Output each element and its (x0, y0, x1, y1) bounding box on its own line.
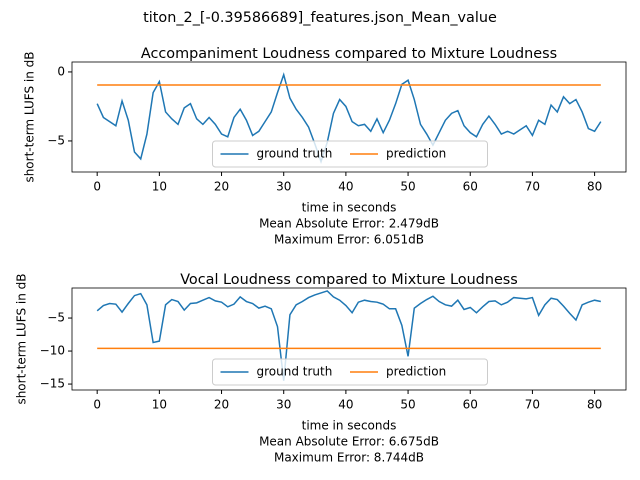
x-tick-label: 80 (587, 398, 602, 412)
x-tick-label: 70 (525, 180, 540, 194)
x-tick-label: 40 (338, 180, 353, 194)
legend-label: ground truth (257, 365, 333, 379)
axes-frame (71, 61, 627, 173)
axes-title: Accompaniment Loudness compared to Mixtu… (141, 46, 557, 62)
y-tick-label: −5 (47, 133, 65, 147)
x-tick-label: 50 (400, 398, 415, 412)
annotation: Mean Absolute Error: 2.479dB (259, 217, 439, 231)
figure-title: titon_2_[-0.39586689]_features.json_Mean… (143, 10, 497, 26)
x-tick-label: 20 (214, 180, 229, 194)
x-tick-label: 10 (152, 398, 167, 412)
axes-frame (71, 287, 627, 391)
x-tick-label: 0 (93, 180, 101, 194)
axes-title: Vocal Loudness compared to Mixture Loudn… (180, 272, 518, 288)
x-tick-label: 30 (276, 180, 291, 194)
x-axis-label: time in seconds (302, 201, 397, 215)
x-tick-label: 20 (214, 398, 229, 412)
x-tick-label: 80 (587, 180, 602, 194)
x-tick-label: 60 (463, 180, 478, 194)
x-tick-label: 10 (152, 180, 167, 194)
legend: ground truth prediction (212, 140, 488, 168)
x-tick-label: 60 (463, 398, 478, 412)
y-axis-label: short-term LUFS in dB (23, 51, 37, 182)
x-axis-label: time in seconds (302, 419, 397, 433)
x-tick-label: 40 (338, 398, 353, 412)
x-tick-label: 0 (93, 398, 101, 412)
series-line (96, 72, 602, 165)
legend-label: ground truth (257, 147, 333, 161)
legend-label: prediction (386, 147, 446, 161)
y-tick-label: 0 (57, 64, 65, 78)
y-tick-label: −5 (47, 311, 65, 325)
legend: ground truth prediction (212, 358, 488, 386)
annotation: Maximum Error: 6.051dB (274, 233, 424, 247)
annotation: Mean Absolute Error: 6.675dB (259, 435, 439, 449)
x-tick-label: 70 (525, 398, 540, 412)
x-tick-label: 50 (400, 180, 415, 194)
y-axis-label: short-term LUFS in dB (15, 273, 29, 404)
series-line (96, 290, 601, 381)
legend-label: prediction (386, 365, 446, 379)
x-tick-label: 30 (276, 398, 291, 412)
y-tick-label: −15 (40, 377, 65, 391)
y-tick-label: −10 (40, 344, 65, 358)
annotation: Maximum Error: 8.744dB (274, 451, 424, 465)
